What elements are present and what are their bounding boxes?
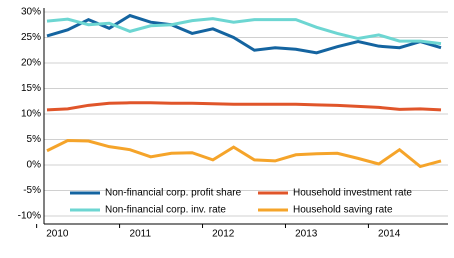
x-tick-label: 2011 bbox=[130, 229, 152, 240]
legend-label: Household saving rate bbox=[293, 205, 393, 216]
x-tick-label: 2013 bbox=[295, 229, 318, 240]
y-tick-label: 30% bbox=[21, 7, 41, 18]
series-line bbox=[46, 17, 442, 46]
series-line bbox=[46, 101, 442, 112]
y-tick-label: 15% bbox=[21, 83, 41, 94]
x-tick-label: 2012 bbox=[212, 229, 235, 240]
y-tick-label: 5% bbox=[27, 134, 42, 145]
legend-label: Household investment rate bbox=[293, 188, 412, 199]
legend-label: Non-financial corp. profit share bbox=[105, 188, 242, 199]
y-tick-label: 20% bbox=[21, 58, 41, 69]
x-tick-label: 2010 bbox=[46, 229, 69, 240]
y-tick-label: 0% bbox=[27, 160, 42, 171]
series-line bbox=[46, 13, 442, 55]
y-tick-label: 10% bbox=[21, 109, 41, 120]
y-tick-label: -5% bbox=[23, 185, 41, 196]
series-line bbox=[46, 139, 442, 169]
y-tick-label: -10% bbox=[18, 211, 41, 222]
y-tick-label: 25% bbox=[21, 32, 41, 43]
legend-label: Non-financial corp. inv. rate bbox=[105, 205, 226, 216]
x-tick-label: 2014 bbox=[378, 229, 401, 240]
